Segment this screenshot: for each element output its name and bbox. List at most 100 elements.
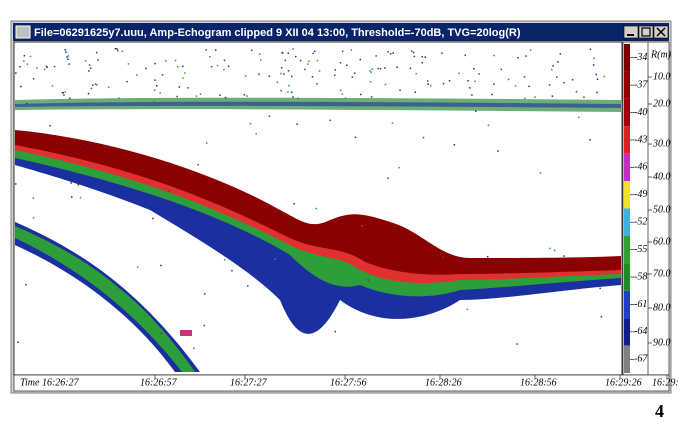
noise-dot — [154, 79, 156, 81]
noise-dot — [209, 56, 211, 58]
noise-dot — [296, 123, 298, 125]
noise-dot — [525, 55, 527, 57]
noise-dot — [593, 64, 595, 66]
depth-title: R(m) — [650, 49, 672, 60]
color-swatch — [624, 181, 630, 208]
page-number: 4 — [655, 401, 664, 421]
noise-dot — [92, 84, 94, 86]
noise-dot — [410, 68, 412, 70]
noise-dot — [68, 55, 70, 57]
noise-dot — [182, 77, 184, 79]
noise-dot — [396, 67, 398, 69]
noise-dot — [33, 217, 35, 219]
noise-dot — [204, 293, 206, 295]
noise-dot — [175, 60, 177, 62]
noise-dot — [126, 81, 128, 83]
noise-dot — [136, 74, 138, 76]
noise-dot — [70, 182, 72, 184]
noise-dot — [71, 196, 73, 198]
noise-dot — [211, 66, 213, 68]
noise-dot — [288, 53, 290, 55]
noise-dot — [352, 76, 354, 78]
noise-dot — [154, 90, 156, 92]
noise-dot — [90, 68, 92, 70]
noise-dot — [295, 56, 297, 58]
noise-dot — [342, 51, 344, 53]
time-label: 16:28:56 — [520, 377, 557, 388]
color-swatch — [624, 236, 630, 263]
noise-dot — [360, 59, 362, 61]
noise-dot — [393, 52, 395, 54]
noise-dot — [563, 255, 565, 256]
noise-dot — [576, 91, 578, 93]
depth-label: 40.0 — [653, 171, 671, 182]
noise-dot — [33, 197, 35, 199]
noise-dot — [474, 81, 476, 83]
noise-dot — [20, 86, 22, 88]
noise-dot — [291, 92, 293, 94]
noise-dot — [176, 96, 178, 98]
noise-dot — [549, 248, 551, 250]
noise-dot — [411, 50, 413, 52]
noise-dot — [387, 51, 389, 53]
noise-dot — [128, 63, 130, 64]
noise-dot — [122, 51, 124, 53]
scale-label: -55 — [634, 244, 647, 255]
noise-dot — [244, 94, 246, 96]
noise-dot — [260, 59, 262, 61]
noise-dot — [604, 76, 606, 78]
time-label: Time 16:26:27 — [20, 377, 80, 388]
noise-dot — [118, 97, 120, 99]
noise-dot — [530, 49, 532, 51]
noise-dot — [425, 56, 427, 58]
noise-dot — [488, 125, 490, 127]
noise-dot — [193, 348, 195, 350]
noise-dot — [340, 90, 342, 92]
noise-dot — [88, 70, 90, 72]
noise-dot — [552, 95, 554, 97]
scale-label: -46 — [634, 162, 647, 173]
noise-dot — [115, 48, 117, 50]
noise-dot — [179, 86, 181, 88]
noise-dot — [528, 86, 530, 88]
noise-dot — [307, 63, 309, 65]
noise-dot — [17, 342, 19, 344]
noise-dot — [362, 225, 364, 227]
noise-dot — [449, 80, 451, 82]
noise-dot — [372, 69, 374, 71]
noise-dot — [415, 92, 417, 94]
color-swatch — [624, 263, 630, 290]
noise-dot — [24, 55, 26, 57]
noise-dot — [319, 70, 321, 72]
noise-dot — [288, 70, 290, 72]
noise-dot — [596, 92, 598, 94]
noise-dot — [224, 60, 226, 62]
color-swatch — [624, 346, 630, 373]
noise-dot — [62, 92, 64, 94]
noise-dot — [493, 83, 495, 85]
noise-dot — [27, 64, 29, 66]
noise-dot — [83, 146, 85, 148]
noise-dot — [534, 96, 536, 98]
app-icon — [16, 26, 30, 38]
noise-dot — [351, 49, 353, 51]
depth-label: 60.0 — [653, 236, 671, 247]
noise-dot — [287, 91, 289, 93]
noise-dot — [65, 51, 67, 53]
noise-dot — [430, 85, 432, 87]
noise-dot — [572, 79, 574, 81]
minimize-button[interactable] — [624, 26, 638, 38]
page: File=06291625y7.uuu, Amp-Echogram clippe… — [0, 0, 681, 447]
noise-dot — [30, 56, 32, 58]
noise-dot — [250, 123, 252, 125]
noise-dot — [33, 78, 35, 80]
noise-dot — [369, 70, 371, 72]
noise-dot — [63, 94, 64, 96]
noise-dot — [354, 72, 356, 74]
noise-dot — [154, 63, 156, 65]
noise-dot — [599, 288, 601, 290]
noise-dot — [96, 84, 98, 86]
noise-dot — [288, 85, 290, 87]
noise-dot — [340, 62, 342, 64]
noise-dot — [19, 66, 21, 68]
